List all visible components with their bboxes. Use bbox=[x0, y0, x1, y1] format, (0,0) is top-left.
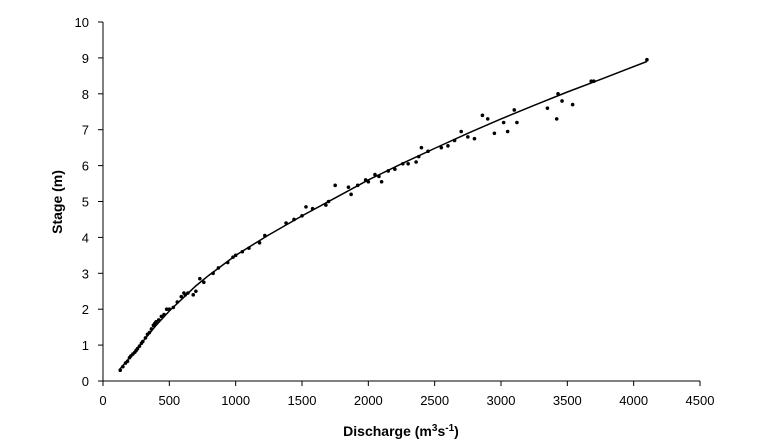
y-tick-label: 2 bbox=[82, 302, 89, 317]
y-tick-label: 10 bbox=[75, 15, 89, 30]
data-point bbox=[419, 145, 424, 150]
y-tick-label: 5 bbox=[82, 195, 89, 210]
x-axis-label-part: 3 bbox=[432, 423, 438, 434]
y-tick-label: 9 bbox=[82, 51, 89, 66]
data-point bbox=[349, 192, 353, 197]
data-point bbox=[179, 294, 184, 299]
fit-line bbox=[118, 60, 648, 371]
x-axis-label: Discharge (m3s-1) bbox=[343, 423, 459, 440]
data-point bbox=[472, 136, 477, 141]
data-point bbox=[545, 106, 550, 110]
x-tick-label: 1500 bbox=[288, 393, 317, 408]
x-tick-label: 1000 bbox=[221, 393, 250, 408]
data-point bbox=[560, 99, 564, 103]
data-point bbox=[446, 144, 450, 148]
data-point bbox=[379, 179, 384, 184]
data-point bbox=[191, 293, 196, 297]
x-tick-label: 2000 bbox=[354, 393, 383, 408]
x-axis-label-part: s bbox=[437, 423, 445, 439]
y-tick-label: 0 bbox=[82, 374, 89, 389]
data-point bbox=[406, 162, 410, 166]
y-tick-label: 3 bbox=[82, 266, 89, 281]
data-point bbox=[439, 145, 444, 150]
data-point bbox=[501, 120, 506, 125]
data-point bbox=[304, 205, 308, 209]
data-point bbox=[198, 276, 202, 281]
y-tick-label: 7 bbox=[82, 123, 89, 138]
x-tick-label: 2500 bbox=[420, 393, 449, 408]
y-tick-label: 8 bbox=[82, 87, 89, 102]
data-point bbox=[414, 160, 418, 164]
x-axis-label-part: -1 bbox=[445, 423, 454, 434]
data-point bbox=[154, 319, 158, 324]
y-tick-label: 4 bbox=[82, 230, 89, 245]
data-point bbox=[346, 185, 351, 189]
x-tick-label: 3500 bbox=[553, 393, 582, 408]
data-point bbox=[570, 102, 575, 107]
x-tick-label: 4000 bbox=[619, 393, 648, 408]
x-axis-label-part: Discharge (m bbox=[343, 423, 432, 439]
data-point bbox=[333, 183, 337, 188]
data-point bbox=[194, 289, 198, 294]
data-point bbox=[505, 129, 510, 134]
data-point bbox=[492, 131, 497, 136]
data-point bbox=[512, 108, 517, 112]
x-tick-label: 4500 bbox=[686, 393, 715, 408]
data-point bbox=[645, 57, 649, 62]
x-axis-label-part: ) bbox=[454, 423, 459, 439]
data-point bbox=[202, 280, 206, 285]
y-tick-label: 1 bbox=[82, 338, 89, 353]
data-point bbox=[459, 129, 464, 134]
y-axis-label: Stage (m) bbox=[49, 170, 65, 234]
x-tick-label: 0 bbox=[99, 393, 106, 408]
data-point bbox=[480, 113, 485, 118]
data-point bbox=[159, 314, 164, 319]
data-point bbox=[515, 120, 519, 125]
x-tick-label: 500 bbox=[158, 393, 180, 408]
data-point bbox=[554, 117, 559, 121]
data-point bbox=[485, 117, 490, 121]
y-tick-label: 6 bbox=[82, 159, 89, 174]
x-tick-label: 3000 bbox=[487, 393, 516, 408]
data-point bbox=[466, 135, 470, 139]
data-point bbox=[164, 307, 169, 312]
